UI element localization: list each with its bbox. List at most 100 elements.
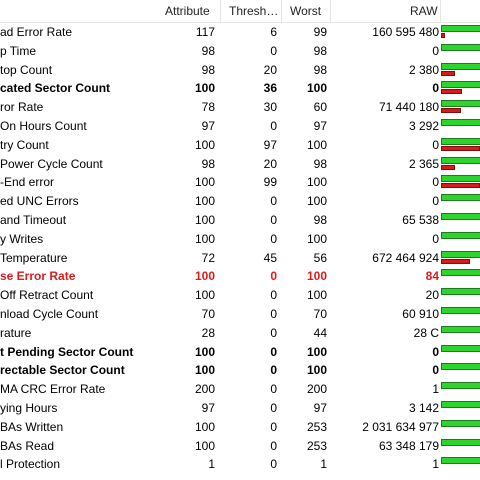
column-divider[interactable] xyxy=(220,0,221,22)
attribute-value: 70 xyxy=(201,306,215,321)
column-divider[interactable] xyxy=(330,0,331,22)
raw-value: 0 xyxy=(432,363,439,378)
column-header-worst[interactable]: Worst xyxy=(290,4,322,18)
raw-value: 0 xyxy=(432,344,439,359)
threshold-value: 0 xyxy=(270,363,277,378)
health-gauge xyxy=(441,438,480,454)
column-divider[interactable] xyxy=(440,0,441,22)
table-row[interactable]: -End error 100 99 100 0 xyxy=(0,173,480,192)
worst-value: 100 xyxy=(306,269,327,284)
column-header-threshold[interactable]: Thresh… xyxy=(229,4,277,18)
raw-value-bar xyxy=(441,70,455,76)
attribute-value: 98 xyxy=(201,62,215,77)
attribute-value: 98 xyxy=(201,156,215,171)
attribute-value: 72 xyxy=(201,250,215,265)
attribute-name: y Writes xyxy=(0,231,44,246)
table-row[interactable]: l Protection 1 0 1 1 xyxy=(0,455,480,474)
health-gauge xyxy=(441,25,480,40)
worst-value: 100 xyxy=(306,288,327,303)
column-header-raw[interactable]: RAW xyxy=(410,4,438,18)
attribute-name: t Pending Sector Count xyxy=(0,344,134,359)
table-row[interactable]: rectable Sector Count 100 0 100 0 xyxy=(0,361,480,380)
table-row[interactable]: top Count 98 20 98 2 380 xyxy=(0,61,480,80)
table-row[interactable]: se Error Rate 100 0 100 84 xyxy=(0,267,480,286)
normalized-value-bar xyxy=(441,288,480,296)
normalized-value-bar xyxy=(441,325,480,333)
threshold-value: 97 xyxy=(263,137,277,152)
normalized-value-bar xyxy=(441,419,480,427)
threshold-value: 0 xyxy=(270,325,277,340)
worst-value: 60 xyxy=(313,100,327,115)
threshold-value: 30 xyxy=(263,100,277,115)
raw-value: 0 xyxy=(432,194,439,209)
health-gauge xyxy=(441,306,480,322)
normalized-value-bar xyxy=(441,231,480,239)
table-row[interactable]: p Time 98 0 98 0 xyxy=(0,42,480,61)
attribute-value: 100 xyxy=(194,269,215,284)
table-row[interactable]: t Pending Sector Count 100 0 100 0 xyxy=(0,343,480,362)
table-row[interactable]: BAs Read 100 0 253 63 348 179 xyxy=(0,437,480,456)
raw-value: 2 365 xyxy=(408,156,439,171)
attribute-name: MA CRC Error Rate xyxy=(0,382,106,397)
normalized-value-bar xyxy=(441,25,480,32)
normalized-value-bar xyxy=(441,175,480,183)
normalized-value-bar xyxy=(441,363,480,371)
table-row[interactable]: rature 28 0 44 28 C xyxy=(0,324,480,343)
worst-value: 100 xyxy=(306,81,327,96)
attribute-value: 100 xyxy=(194,137,215,152)
normalized-value-bar xyxy=(441,43,480,51)
health-gauge xyxy=(441,457,480,472)
table-row[interactable]: On Hours Count 97 0 97 3 292 xyxy=(0,117,480,136)
normalized-value-bar xyxy=(441,250,480,258)
health-gauge xyxy=(441,344,480,360)
attribute-name: ror Rate xyxy=(0,100,44,115)
table-row[interactable]: try Count 100 97 100 0 xyxy=(0,136,480,155)
table-row[interactable]: ed UNC Errors 100 0 100 0 xyxy=(0,192,480,211)
attribute-value: 98 xyxy=(201,43,215,58)
table-row[interactable]: y Writes 100 0 100 0 xyxy=(0,230,480,249)
attribute-name: and Timeout xyxy=(0,212,67,227)
worst-value: 100 xyxy=(306,231,327,246)
attribute-name: top Count xyxy=(0,62,53,77)
attribute-name: rature xyxy=(0,325,32,340)
table-row[interactable]: cated Sector Count 100 36 100 0 xyxy=(0,79,480,98)
attribute-value: 78 xyxy=(201,100,215,115)
normalized-value-bar xyxy=(441,306,480,314)
threshold-value: 0 xyxy=(270,269,277,284)
threshold-value: 0 xyxy=(270,382,277,397)
health-gauge xyxy=(441,419,480,435)
threshold-value: 0 xyxy=(270,400,277,415)
raw-value-bar xyxy=(441,183,480,189)
threshold-value: 99 xyxy=(263,175,277,190)
raw-value: 0 xyxy=(432,81,439,96)
column-divider[interactable] xyxy=(281,0,282,22)
worst-value: 200 xyxy=(306,382,327,397)
health-gauge xyxy=(441,400,480,416)
health-gauge xyxy=(441,269,480,284)
table-row[interactable]: ror Rate 78 30 60 71 440 180 xyxy=(0,98,480,117)
threshold-value: 0 xyxy=(270,344,277,359)
raw-value: 71 440 180 xyxy=(378,100,439,115)
raw-value: 0 xyxy=(432,137,439,152)
raw-value: 28 C xyxy=(413,325,439,340)
health-gauge xyxy=(441,250,480,266)
attribute-value: 28 xyxy=(201,325,215,340)
attribute-name: -End error xyxy=(0,175,55,190)
table-row[interactable]: and Timeout 100 0 98 65 538 xyxy=(0,211,480,230)
table-row[interactable]: Power Cycle Count 98 20 98 2 365 xyxy=(0,155,480,174)
table-row[interactable]: ad Error Rate 117 6 99 160 595 480 xyxy=(0,23,480,42)
table-row[interactable]: nload Cycle Count 70 0 70 60 910 xyxy=(0,305,480,324)
threshold-value: 0 xyxy=(270,194,277,209)
threshold-value: 0 xyxy=(270,288,277,303)
raw-value: 2 031 634 977 xyxy=(362,419,439,434)
health-gauge xyxy=(441,288,480,303)
table-row[interactable]: ying Hours 97 0 97 3 142 xyxy=(0,399,480,418)
table-row[interactable]: MA CRC Error Rate 200 0 200 1 xyxy=(0,380,480,399)
table-row[interactable]: BAs Written 100 0 253 2 031 634 977 xyxy=(0,418,480,437)
table-row[interactable]: Temperature 72 45 56 672 464 924 xyxy=(0,249,480,268)
attribute-name: se Error Rate xyxy=(0,269,76,284)
table-row[interactable]: Off Retract Count 100 0 100 20 xyxy=(0,286,480,305)
health-gauge xyxy=(441,43,480,59)
column-header-attribute[interactable]: Attribute xyxy=(165,4,210,18)
worst-value: 97 xyxy=(313,400,327,415)
